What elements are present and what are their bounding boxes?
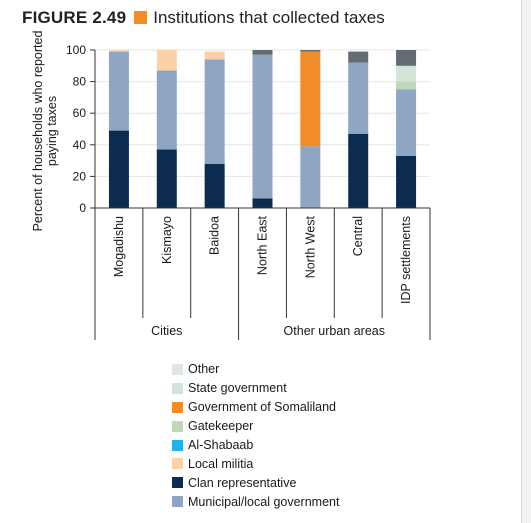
legend-label: Other xyxy=(188,362,220,377)
y-axis-title: paying taxes xyxy=(45,96,59,166)
bar-segment xyxy=(156,70,177,150)
legend-swatch xyxy=(172,420,183,432)
legend-swatch xyxy=(172,439,183,451)
x-tick-label: North West xyxy=(303,215,317,278)
bar-segment xyxy=(396,81,417,90)
x-tick-label: IDP settlements xyxy=(399,216,413,304)
bar-segment xyxy=(204,163,225,208)
bar-segment xyxy=(108,51,129,131)
bar-segment xyxy=(252,198,273,208)
bar-segment xyxy=(348,133,369,208)
figure-title: FIGURE 2.49 Institutions that collected t… xyxy=(22,8,385,28)
bar-segment xyxy=(156,149,177,208)
x-tick-label: North East xyxy=(256,215,270,275)
legend-swatch xyxy=(172,458,183,470)
bar-segment xyxy=(348,62,369,134)
x-tick-label: Mogadishu xyxy=(112,216,126,277)
bar-segment xyxy=(348,51,369,63)
legend-item: State government xyxy=(172,379,339,398)
x-tick-label: Central xyxy=(351,216,365,256)
legend-label: Al-Shabaab xyxy=(188,438,254,452)
bar-segment xyxy=(252,54,273,199)
y-tick-label: 20 xyxy=(73,169,87,183)
legend-swatch xyxy=(172,382,183,394)
legend-label: Local militia xyxy=(188,456,254,471)
y-tick-label: 40 xyxy=(73,138,87,152)
x-tick-label: Kismayo xyxy=(160,216,174,264)
legend-swatch xyxy=(172,363,183,375)
legend-label: Municipal/local government xyxy=(188,494,340,509)
bar-segment xyxy=(396,155,417,208)
legend-item: Local militia xyxy=(172,454,339,473)
group-label: Other urban areas xyxy=(284,324,385,338)
legend-item: Municipal/local government xyxy=(172,492,339,511)
bar-segment xyxy=(396,89,417,156)
figure-number: FIGURE 2.49 xyxy=(22,8,127,27)
stacked-bar-chart: 0 20 40 60 80 100 Percent of households who re… xyxy=(31,31,431,340)
x-tick-label: Baidoa xyxy=(208,216,222,255)
y-tick-label: 100 xyxy=(66,43,86,57)
bar-segment xyxy=(156,50,177,71)
bar-segment xyxy=(108,50,129,52)
y-tick-label: 60 xyxy=(73,106,87,120)
title-swatch-icon xyxy=(134,11,148,24)
y-tick-label: 0 xyxy=(79,201,86,215)
figure-title-text: Institutions that collected taxes xyxy=(153,8,385,27)
page-edge xyxy=(521,0,531,523)
y-axis-title: Percent of households who reported xyxy=(31,31,45,232)
bar-segment xyxy=(204,59,225,164)
legend-swatch xyxy=(172,477,183,489)
bar-segment xyxy=(300,51,321,147)
chart-legend: Other State government Government of Somal… xyxy=(172,360,339,511)
bar-segment xyxy=(300,146,321,208)
legend-label: Gatekeeper xyxy=(188,419,254,434)
legend-label: State government xyxy=(188,381,287,396)
legend-label: Clan representative xyxy=(188,475,297,490)
y-tick-label: 80 xyxy=(73,75,87,89)
bar-segment xyxy=(396,50,417,66)
legend-swatch xyxy=(172,401,183,413)
bar-segment xyxy=(204,51,225,60)
legend-label: Government of Somaliland xyxy=(188,400,336,415)
bar-segment xyxy=(108,130,129,208)
legend-item: Gatekeeper xyxy=(172,417,339,436)
legend-item: Al-Shabaab xyxy=(172,436,339,455)
bar-segment xyxy=(252,50,273,55)
legend-item: Clan representative xyxy=(172,473,339,492)
legend-swatch xyxy=(172,496,183,508)
legend-item: Government of Somaliland xyxy=(172,398,339,417)
bar-segment xyxy=(396,65,417,82)
legend-item: Other xyxy=(172,360,339,379)
group-label: Cities xyxy=(151,324,182,338)
bar-segment xyxy=(300,50,321,52)
